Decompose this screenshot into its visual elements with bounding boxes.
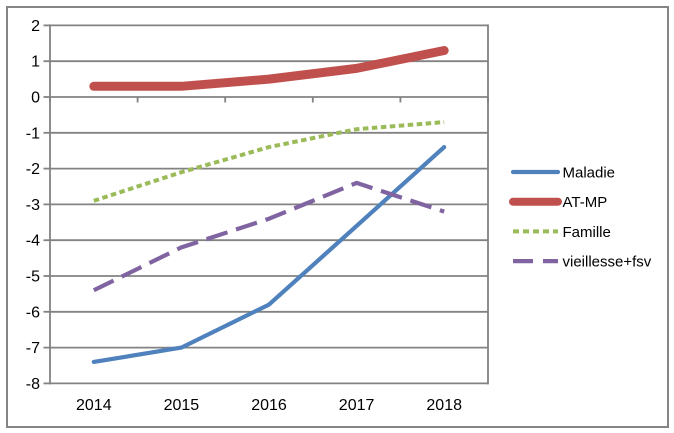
series-line-maladie (91, 145, 447, 364)
legend-item-famille: Famille (513, 224, 611, 241)
x-axis-label-2015: 2015 (164, 397, 200, 414)
y-axis-label--1: -1 (26, 125, 40, 142)
legend-item-maladie: Maladie (510, 165, 616, 182)
legend-label-famille: Famille (563, 224, 611, 241)
x-axis-label-2014: 2014 (76, 397, 112, 414)
y-axis-label--5: -5 (26, 269, 40, 286)
x-axis-label-2018: 2018 (426, 397, 462, 414)
y-axis-label--2: -2 (26, 161, 40, 178)
y-axis-label--6: -6 (26, 304, 40, 321)
y-axis-label--7: -7 (26, 340, 40, 357)
series-line-vieillesse-fsv (92, 180, 445, 293)
legend-item-vieillesse-fsv: vieillesse+fsv (513, 254, 652, 271)
y-axis-label--8: -8 (26, 376, 40, 393)
legend-label-at-mp: AT-MP (563, 194, 608, 211)
y-axis-label-1: 1 (31, 54, 40, 71)
legend-item-at-mp: AT-MP (509, 194, 608, 211)
legend-label-maladie: Maladie (563, 165, 616, 182)
x-axis-label-2017: 2017 (339, 397, 375, 414)
x-axis-label-2016: 2016 (251, 397, 287, 414)
legend-label-vieillesse-fsv: vieillesse+fsv (563, 254, 652, 271)
y-axis-label--4: -4 (26, 233, 40, 250)
y-axis-label-0: 0 (31, 90, 40, 107)
series-line-at-mp (89, 46, 449, 91)
y-axis-label-2: 2 (31, 18, 40, 35)
series-line-famille (93, 120, 445, 203)
y-axis-label--3: -3 (26, 197, 40, 214)
